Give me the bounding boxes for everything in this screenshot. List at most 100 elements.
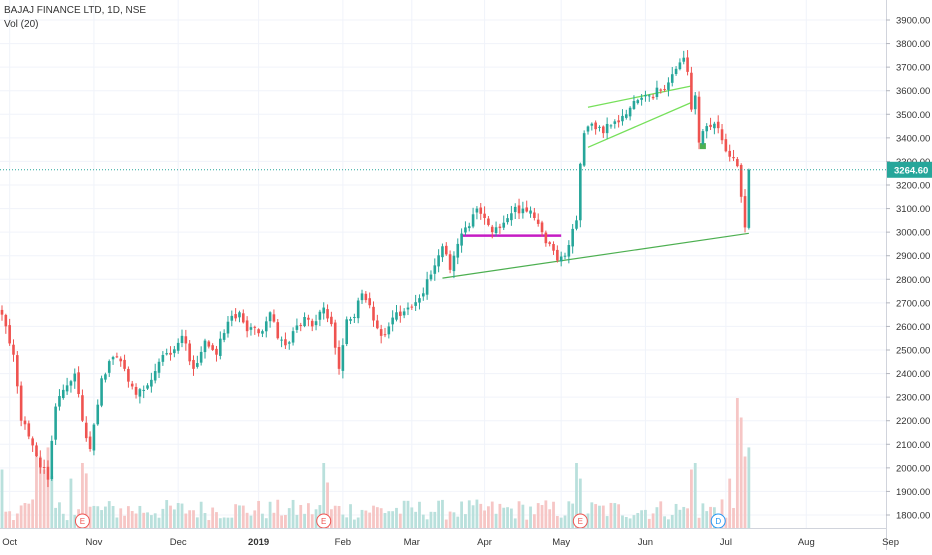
candle <box>379 324 383 344</box>
candle <box>253 325 257 335</box>
candle <box>272 309 276 323</box>
candle <box>693 91 697 115</box>
volume-bar <box>682 506 686 528</box>
volume-bar <box>100 510 103 528</box>
volume-bar <box>130 510 134 528</box>
candle <box>467 222 471 232</box>
chart-marker[interactable] <box>699 143 706 150</box>
price-scale-bg[interactable] <box>886 0 932 550</box>
candle <box>617 115 620 128</box>
volume-bar <box>532 514 536 528</box>
price-tick-label: 3700.00 <box>896 63 930 74</box>
volume-bar <box>27 503 31 528</box>
volume-bar <box>586 513 590 528</box>
volume-bar <box>349 504 352 528</box>
channel-lower-line[interactable] <box>587 101 692 148</box>
candle <box>341 338 345 379</box>
earnings-marker[interactable]: E <box>316 513 332 529</box>
volume-bar <box>414 511 418 528</box>
candle <box>502 215 506 231</box>
volume-bar <box>544 500 548 528</box>
support-trendline[interactable] <box>442 232 749 279</box>
volume-bar <box>601 505 605 528</box>
time-tick-label: Sep <box>882 537 899 548</box>
volume-bar <box>636 513 640 528</box>
time-scale-bg[interactable] <box>0 528 886 550</box>
dividend-marker[interactable]: D <box>710 513 726 529</box>
time-tick-label: May <box>552 537 570 548</box>
volume-bar <box>571 503 575 528</box>
candle <box>602 125 605 138</box>
candle <box>441 243 444 262</box>
price-scale[interactable]: 1800.00 1900.00 2000.00 2100.00 2200.00 2300.… <box>886 0 932 550</box>
channel-upper-line[interactable] <box>587 85 692 108</box>
volume-bar <box>525 519 529 528</box>
volume-indicator-label[interactable]: Vol (20) <box>4 19 39 30</box>
earnings-marker[interactable]: E <box>572 513 588 529</box>
volume-bar <box>38 456 42 528</box>
volume-bar <box>261 513 264 528</box>
earnings-marker[interactable]: E <box>74 513 90 529</box>
candle <box>19 381 23 427</box>
candle <box>123 354 126 372</box>
chart-legend: BAJAJ FINANCE LTD, 1D, NSE Vol (20) <box>4 4 146 32</box>
volume-bar <box>697 517 701 528</box>
candle <box>494 221 498 237</box>
price-tick-label: 2200.00 <box>896 416 930 427</box>
candle <box>663 84 666 92</box>
candle <box>310 318 314 332</box>
volume-bar <box>226 517 230 528</box>
volume-bar <box>732 507 735 528</box>
volume-bar <box>73 514 77 528</box>
candle <box>605 117 609 139</box>
symbol-title[interactable]: BAJAJ FINANCE LTD, 1D, NSE <box>4 5 147 16</box>
volume-bar <box>693 463 697 528</box>
volume-bar <box>149 515 153 528</box>
candle <box>58 389 61 411</box>
drawing-tools[interactable] <box>442 85 749 279</box>
volume-bar <box>494 513 498 528</box>
volume-bar <box>548 509 552 528</box>
candle <box>12 339 15 362</box>
volume-bar <box>257 500 261 528</box>
candle <box>670 66 674 87</box>
volume-bar <box>559 517 563 528</box>
candle <box>598 125 601 132</box>
candle <box>188 340 191 366</box>
candle <box>567 240 571 264</box>
volume-bar <box>410 507 414 528</box>
candle <box>460 228 463 253</box>
volume-bar <box>176 503 180 528</box>
price-tick-label: 3000.00 <box>896 228 930 239</box>
candle <box>134 383 138 399</box>
volume-bar <box>425 519 429 528</box>
volume-bar <box>498 503 502 528</box>
volume-bar <box>81 463 84 528</box>
volume-bar <box>475 499 479 528</box>
volume-bar <box>647 518 651 528</box>
candle <box>429 270 433 282</box>
volume-bar <box>142 512 146 528</box>
candle <box>590 122 594 131</box>
candle <box>674 66 678 76</box>
candle <box>402 308 406 319</box>
volume-bar <box>31 499 35 528</box>
candle <box>636 98 640 105</box>
candle <box>153 363 157 384</box>
candle <box>226 316 230 338</box>
candle <box>356 297 360 324</box>
candle <box>464 221 467 236</box>
volume-bar <box>295 514 299 528</box>
volume-bar <box>54 507 58 528</box>
volume-bar <box>728 478 732 528</box>
candle <box>471 207 475 229</box>
volume-bar <box>345 517 349 528</box>
volume-bar <box>15 513 19 528</box>
volume-bar <box>364 510 368 528</box>
candle <box>337 340 341 375</box>
candle <box>46 460 50 488</box>
time-scale[interactable]: Oct Nov Dec 2019 Feb Mar Apr May Jun Jul Aug Sep <box>0 528 899 550</box>
